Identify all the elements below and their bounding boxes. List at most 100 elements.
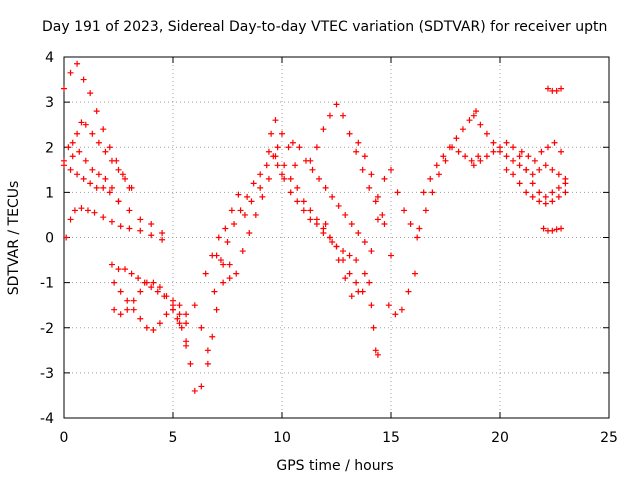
data-point <box>562 189 569 196</box>
data-point <box>204 360 211 367</box>
data-point <box>228 207 235 214</box>
data-point <box>414 234 421 241</box>
data-point <box>257 184 264 191</box>
data-point <box>211 288 218 295</box>
data-point <box>106 189 113 196</box>
data-point <box>405 288 412 295</box>
data-point <box>226 261 233 268</box>
data-point <box>422 207 429 214</box>
data-point <box>398 306 405 313</box>
data-point <box>307 216 314 223</box>
series-track-13 <box>268 130 360 264</box>
data-point <box>549 189 556 196</box>
data-point <box>78 119 85 126</box>
data-point <box>542 193 549 200</box>
data-point <box>106 144 113 151</box>
data-point <box>111 306 118 313</box>
data-point <box>67 69 74 76</box>
series-track-27 <box>518 139 565 164</box>
data-point <box>558 225 565 232</box>
data-point <box>265 175 272 182</box>
series-track-11 <box>202 117 279 277</box>
data-point <box>128 270 135 277</box>
data-point <box>322 220 329 227</box>
data-point <box>555 171 562 178</box>
data-point <box>322 184 329 191</box>
series-track-1 <box>61 60 133 191</box>
data-point <box>340 248 347 255</box>
data-point <box>326 112 333 119</box>
data-point <box>204 347 211 354</box>
series-track-17 <box>322 175 388 300</box>
data-point <box>183 311 190 318</box>
data-point <box>80 175 87 182</box>
data-point <box>220 261 227 268</box>
data-point <box>272 117 279 124</box>
data-point <box>61 162 67 169</box>
data-point <box>313 144 320 151</box>
data-point <box>497 144 503 151</box>
data-point <box>366 184 373 191</box>
data-point <box>150 327 157 334</box>
data-point <box>91 209 98 216</box>
data-point <box>108 261 115 268</box>
data-point <box>156 320 163 327</box>
data-point <box>150 279 157 286</box>
data-point <box>361 239 368 246</box>
data-point <box>287 189 294 196</box>
data-point <box>148 220 155 227</box>
data-point <box>529 193 536 200</box>
x-tick-label: 5 <box>169 430 178 446</box>
data-point <box>115 198 122 205</box>
data-point <box>326 234 333 241</box>
data-point <box>320 126 327 133</box>
data-point <box>209 333 216 340</box>
data-point <box>379 211 386 218</box>
data-point <box>279 171 285 178</box>
data-point <box>335 202 342 209</box>
data-point <box>231 220 238 227</box>
data-point <box>274 144 281 151</box>
data-point <box>222 225 229 232</box>
data-point <box>555 184 562 191</box>
data-point <box>148 284 155 291</box>
series-track-18 <box>355 139 394 259</box>
data-point <box>108 157 115 164</box>
data-point <box>446 144 453 151</box>
data-point <box>178 324 185 331</box>
data-point <box>346 270 353 277</box>
data-point <box>226 275 233 282</box>
data-point <box>244 193 251 200</box>
data-point <box>176 311 183 318</box>
data-point <box>159 236 166 243</box>
data-point <box>137 315 144 322</box>
data-point <box>359 166 366 173</box>
data-point <box>183 338 190 345</box>
data-point <box>198 324 205 331</box>
data-point <box>135 275 142 282</box>
data-point <box>329 239 336 246</box>
data-point <box>122 266 129 273</box>
data-point <box>411 270 418 277</box>
data-point <box>126 207 133 214</box>
data-point <box>76 148 83 155</box>
data-point <box>429 189 436 196</box>
data-point <box>163 293 170 300</box>
data-point <box>549 166 556 173</box>
data-point <box>233 270 240 277</box>
data-point <box>82 121 89 128</box>
y-tick-label: -4 <box>40 411 54 427</box>
data-point <box>84 207 91 214</box>
tick-labels: 0 5 10 15 20 25 -4 -3 -2 -1 0 1 2 3 4 <box>40 50 618 446</box>
data-point <box>100 184 107 191</box>
data-point <box>558 85 565 92</box>
series-track-19 <box>366 279 381 358</box>
data-point <box>67 166 74 173</box>
data-point <box>407 220 414 227</box>
series-track-9 <box>170 261 233 394</box>
data-point <box>307 157 314 164</box>
data-point <box>111 279 118 286</box>
series-track-12 <box>213 130 299 282</box>
data-point <box>69 153 76 160</box>
